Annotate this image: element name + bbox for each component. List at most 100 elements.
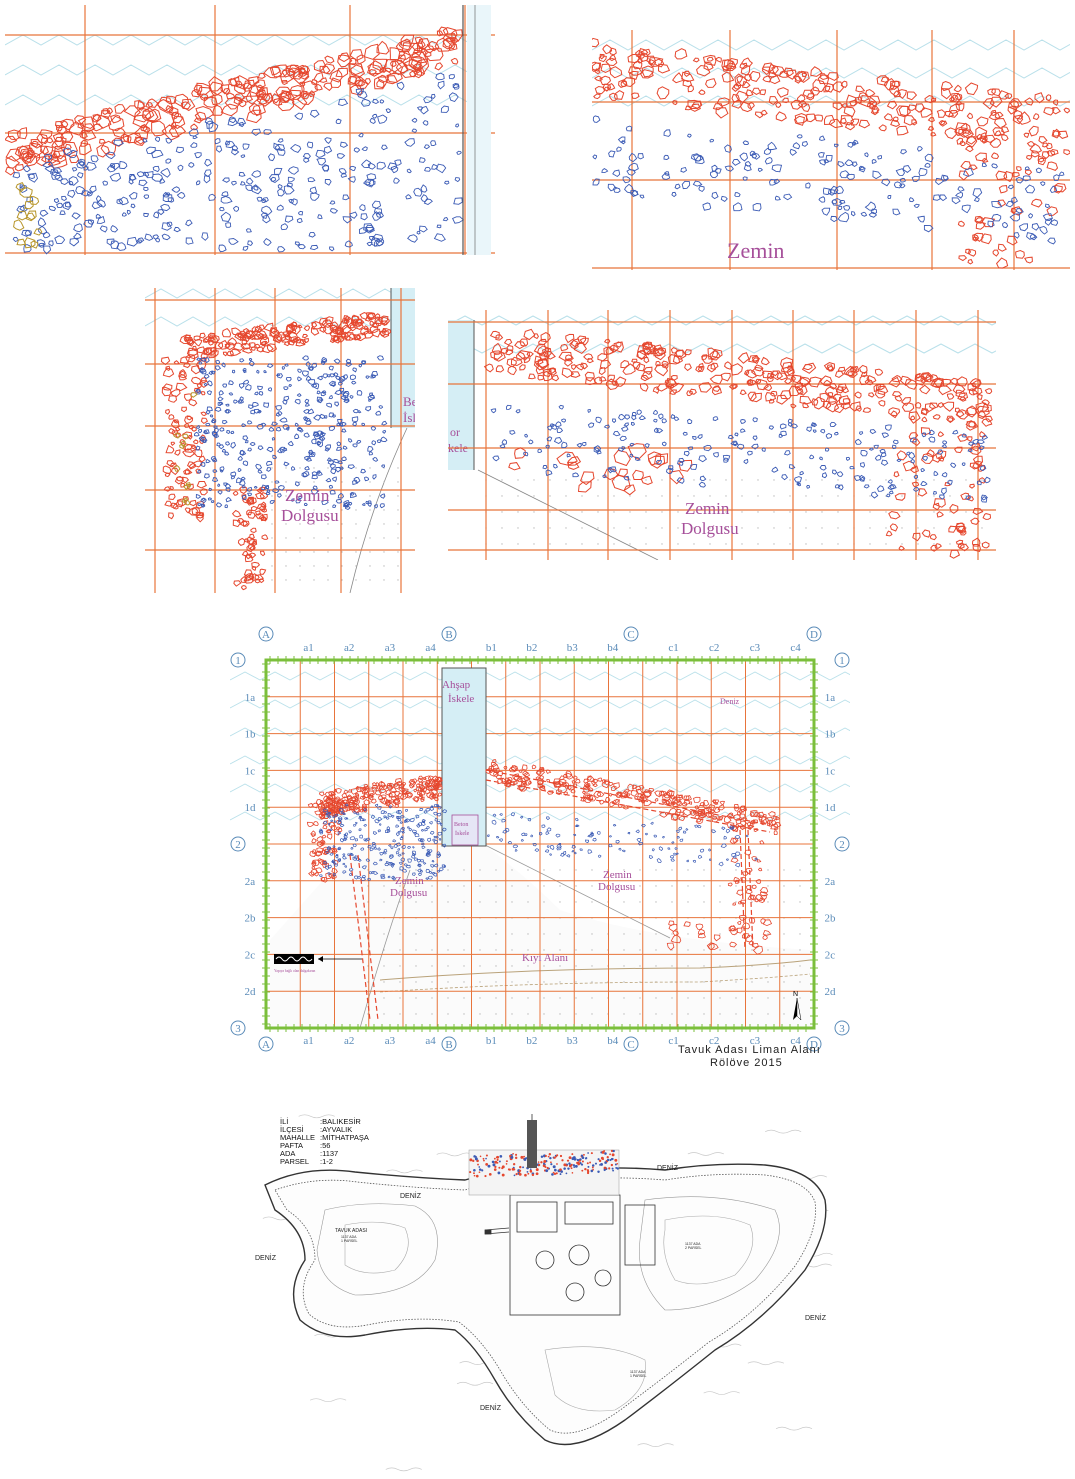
- stone: [203, 96, 218, 108]
- stone: [711, 385, 723, 396]
- stone: [194, 431, 200, 437]
- stone: [16, 205, 25, 214]
- stone: [33, 228, 43, 236]
- panel-mid-right-edge-1: or: [450, 425, 460, 439]
- stone: [341, 456, 347, 461]
- stone: [508, 766, 517, 773]
- stone: [379, 503, 385, 509]
- stone: [184, 467, 193, 475]
- stone: [456, 150, 462, 155]
- stone: [38, 242, 45, 248]
- stone: [555, 789, 562, 796]
- stone: [363, 178, 375, 188]
- stone: [321, 390, 327, 394]
- stone: [596, 791, 605, 797]
- stone: [275, 405, 282, 411]
- stone: [878, 124, 887, 132]
- stone: [921, 416, 928, 423]
- stone: [294, 433, 300, 439]
- stone: [868, 447, 874, 451]
- stone: [1015, 249, 1025, 259]
- stone: [990, 109, 997, 116]
- stone: [787, 422, 793, 428]
- stone: [868, 95, 881, 107]
- stone: [814, 114, 824, 122]
- stone: [1058, 171, 1065, 176]
- stone: [298, 495, 303, 499]
- stone: [185, 237, 194, 245]
- stone: [322, 801, 330, 807]
- stone: [342, 812, 346, 816]
- stone: [599, 799, 605, 805]
- stone: [377, 315, 389, 324]
- stone: [392, 839, 397, 843]
- stone: [622, 363, 636, 375]
- stone: [957, 220, 965, 227]
- stone: [914, 373, 924, 382]
- stone: [160, 167, 171, 178]
- stone: [359, 795, 365, 800]
- stone: [372, 844, 377, 848]
- stone: [80, 190, 92, 197]
- stone: [629, 442, 635, 447]
- stone: [991, 200, 1003, 209]
- stone: [966, 405, 978, 416]
- stone: [991, 163, 998, 169]
- stone: [832, 469, 838, 475]
- stone: [783, 450, 791, 456]
- stone: [257, 332, 265, 340]
- stone: [1011, 171, 1020, 178]
- stone: [626, 169, 636, 176]
- stone: [105, 151, 116, 160]
- stone: [955, 539, 964, 546]
- stone: [193, 84, 203, 95]
- stone: [61, 195, 68, 202]
- stone: [232, 519, 241, 528]
- stone: [544, 1165, 547, 1168]
- stone: [281, 67, 297, 78]
- stone: [263, 66, 282, 79]
- stone: [307, 803, 314, 808]
- stone: [771, 65, 785, 77]
- stone: [885, 530, 893, 537]
- stone: [742, 176, 748, 181]
- stone: [247, 492, 252, 497]
- stone: [361, 503, 366, 506]
- stone: [240, 576, 248, 584]
- stone: [613, 824, 617, 827]
- stone: [233, 97, 244, 105]
- stone: [580, 1163, 584, 1166]
- sub-column-label: a2: [344, 1035, 354, 1047]
- info-value: :1-2: [320, 1157, 333, 1166]
- stone: [723, 457, 729, 463]
- stone: [748, 70, 761, 82]
- stone: [1063, 149, 1070, 156]
- stone: [545, 469, 553, 477]
- stone: [581, 1169, 584, 1172]
- stone: [256, 488, 263, 494]
- stone: [870, 108, 879, 116]
- stone: [319, 830, 324, 835]
- stone: [329, 200, 336, 205]
- stone: [745, 888, 753, 895]
- stone: [351, 380, 357, 385]
- stone: [818, 135, 826, 141]
- stone: [668, 465, 674, 471]
- stone: [320, 431, 325, 435]
- stone: [698, 455, 708, 463]
- stone: [609, 801, 616, 808]
- stone: [208, 121, 219, 133]
- stone: [366, 794, 374, 799]
- stone: [610, 1157, 614, 1161]
- column-marker-label: C: [627, 629, 634, 641]
- stone: [263, 238, 272, 247]
- stone: [298, 67, 306, 75]
- stone: [182, 431, 192, 439]
- stone: [966, 136, 977, 145]
- stone: [110, 162, 120, 171]
- stone: [276, 426, 282, 432]
- stone: [329, 463, 336, 469]
- stone: [668, 923, 678, 932]
- stone: [624, 183, 635, 194]
- stone: [793, 476, 803, 483]
